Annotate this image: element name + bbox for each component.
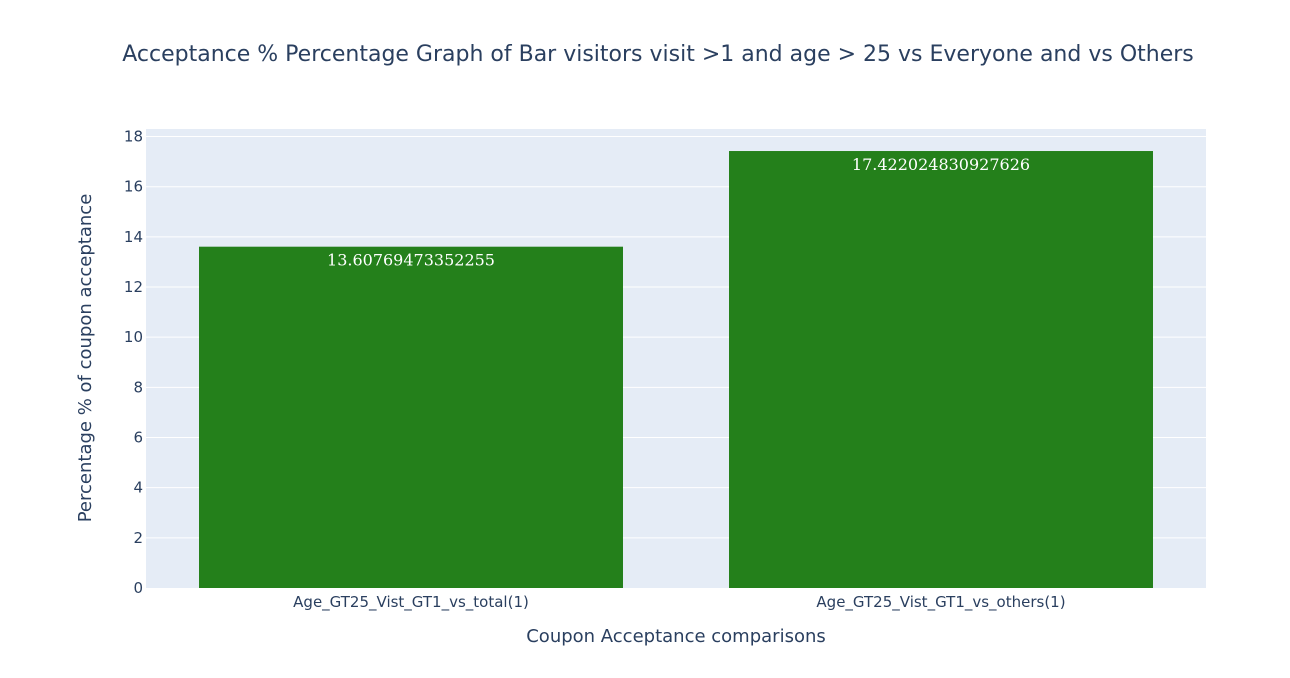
bar xyxy=(729,151,1153,588)
y-tick-label: 10 xyxy=(124,328,143,346)
y-tick-label: 12 xyxy=(124,278,143,296)
y-tick-label: 2 xyxy=(133,529,143,547)
bar xyxy=(199,246,623,588)
y-tick-label: 8 xyxy=(133,378,143,396)
bar-value-label: 17.422024830927626 xyxy=(852,155,1030,174)
x-axis-title: Coupon Acceptance comparisons xyxy=(526,626,826,647)
y-tick-label: 0 xyxy=(133,579,143,597)
bars: 13.60769473352255 17.422024830927626 xyxy=(199,151,1153,588)
y-tick-label: 4 xyxy=(133,479,143,497)
y-axis-title: Percentage % of coupon acceptance xyxy=(75,194,96,523)
x-tick-label: Age_GT25_Vist_GT1_vs_others(1) xyxy=(816,593,1065,612)
bar-value-label: 13.60769473352255 xyxy=(327,251,495,270)
x-tick-label: Age_GT25_Vist_GT1_vs_total(1) xyxy=(293,593,529,612)
y-axis-ticks: 0 2 4 6 8 10 12 14 16 18 xyxy=(124,128,143,597)
chart-title: Acceptance % Percentage Graph of Bar vis… xyxy=(122,42,1194,67)
y-tick-label: 14 xyxy=(124,228,143,246)
y-tick-label: 16 xyxy=(124,178,143,196)
y-tick-label: 6 xyxy=(133,429,143,447)
y-tick-label: 18 xyxy=(124,128,143,146)
x-axis-ticks: Age_GT25_Vist_GT1_vs_total(1) Age_GT25_Vi… xyxy=(293,593,1065,612)
